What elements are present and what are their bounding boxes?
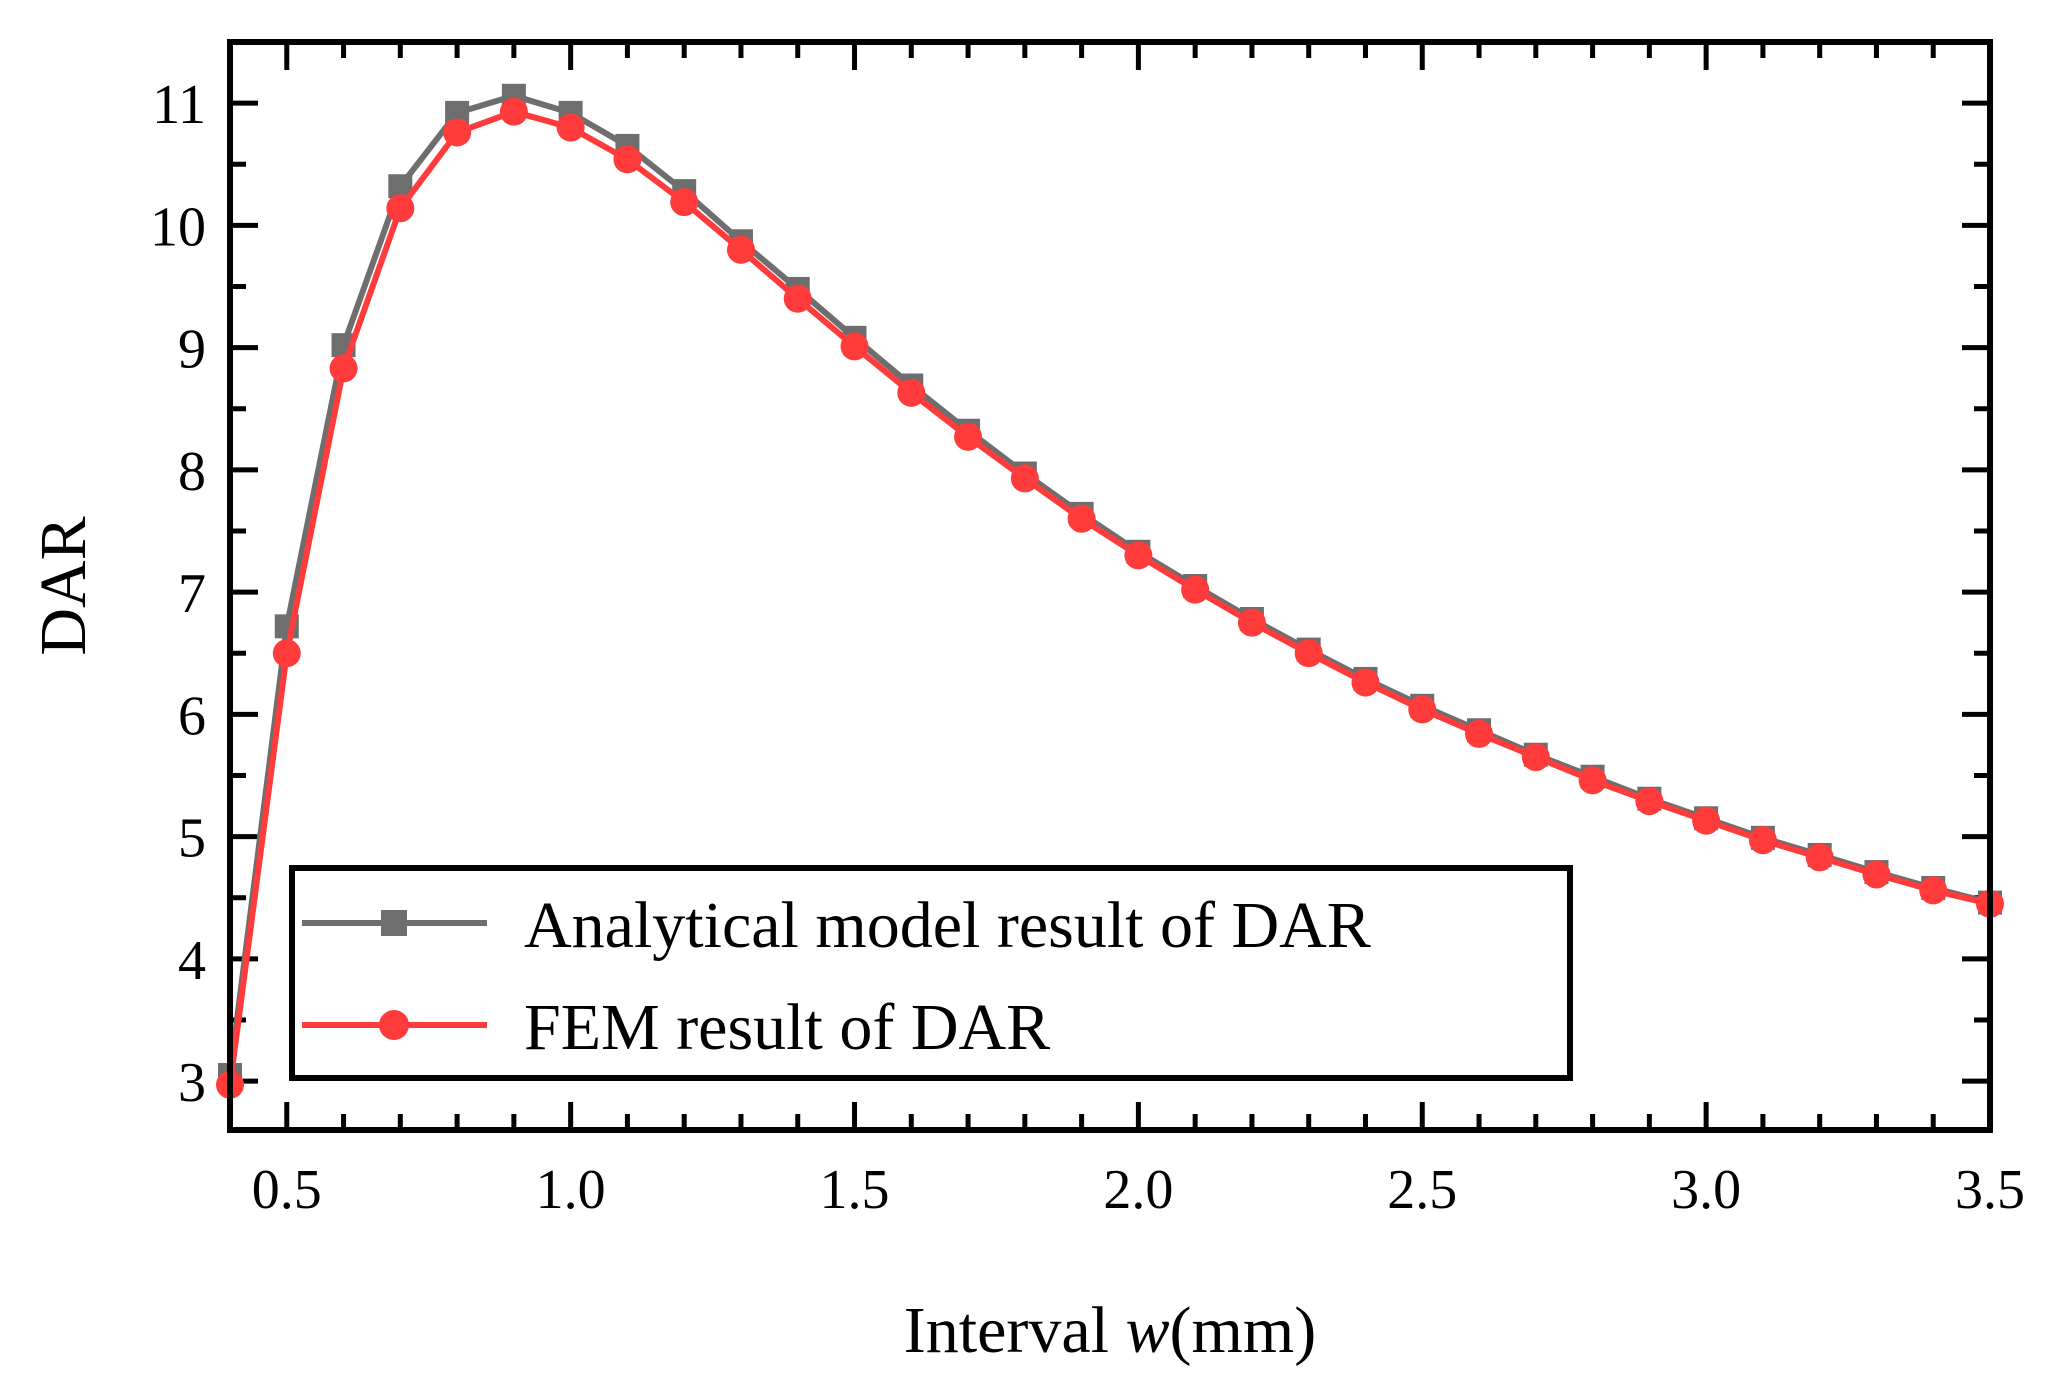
- y-tick-label: 10: [150, 196, 206, 258]
- data-point-circle: [329, 354, 358, 383]
- legend-item-analytical: Analytical model result of DAR: [302, 889, 1371, 962]
- y-axis-title: DAR: [27, 516, 100, 655]
- data-point-circle: [1181, 575, 1210, 604]
- data-point-circle: [840, 332, 869, 361]
- plot-frame: [227, 39, 1993, 1133]
- legend-label-fem: FEM result of DAR: [524, 991, 1050, 1064]
- data-point-circle: [1578, 766, 1607, 795]
- data-point-circle: [1408, 695, 1437, 724]
- x-tick-label: 3.5: [1955, 1159, 2025, 1221]
- y-tick-label: 8: [178, 441, 206, 503]
- x-tick-label: 2.5: [1387, 1159, 1457, 1221]
- legend-marker-square: [381, 910, 407, 936]
- y-tick-label: 3: [178, 1052, 206, 1114]
- data-point-circle: [1465, 719, 1494, 748]
- data-point-circle: [783, 284, 812, 313]
- data-point-circle: [1010, 464, 1039, 493]
- legend-marker-circle: [379, 1010, 409, 1040]
- data-point-circle: [1294, 639, 1323, 668]
- data-point-circle: [613, 145, 642, 174]
- data-point-circle: [670, 188, 699, 217]
- y-tick-label: 5: [178, 808, 206, 870]
- y-tick-label: 7: [178, 563, 206, 625]
- x-tick-label: 3.0: [1671, 1159, 1741, 1221]
- data-point-circle: [1635, 787, 1664, 816]
- y-tick-label: 11: [152, 74, 206, 136]
- y-tick-label: 9: [178, 319, 206, 381]
- data-point-circle: [443, 118, 472, 147]
- data-point-circle: [386, 194, 415, 223]
- y-tick-label: 6: [178, 685, 206, 747]
- data-point-circle: [499, 97, 528, 126]
- legend: Analytical model result of DAR FEM resul…: [289, 865, 1573, 1081]
- data-point-circle: [954, 422, 983, 451]
- y-tick-label: 4: [178, 930, 206, 992]
- legend-item-fem: FEM result of DAR: [302, 991, 1050, 1064]
- data-point-circle: [1521, 743, 1550, 772]
- data-point-circle: [1862, 860, 1891, 889]
- x-tick-label: 1.5: [820, 1159, 890, 1221]
- data-point-circle: [726, 235, 755, 264]
- data-point-circle: [1692, 806, 1721, 835]
- data-point-circle: [1067, 504, 1096, 533]
- data-point-circle: [1748, 826, 1777, 855]
- data-point-circle: [1351, 668, 1380, 697]
- legend-box: [289, 865, 1573, 1081]
- x-axis-title: Interval w(mm): [904, 1294, 1316, 1367]
- x-tick-label: 2.0: [1103, 1159, 1173, 1221]
- data-point-circle: [1237, 608, 1266, 637]
- x-tick-label: 1.0: [536, 1159, 606, 1221]
- data-point-circle: [1805, 843, 1834, 872]
- legend-label-analytical: Analytical model result of DAR: [524, 889, 1371, 962]
- data-point-circle: [556, 113, 585, 142]
- data-point-circle: [897, 378, 926, 407]
- x-tick-label: 0.5: [252, 1159, 322, 1221]
- data-point-circle: [272, 639, 301, 668]
- tick-labels: 0.5 1.0 1.5 2.0 2.5 3.0 3.5 3 4 5 6 7 8 9 10 11: [150, 74, 2025, 1221]
- data-point-circle: [1919, 876, 1948, 905]
- data-point-circle: [1124, 541, 1153, 570]
